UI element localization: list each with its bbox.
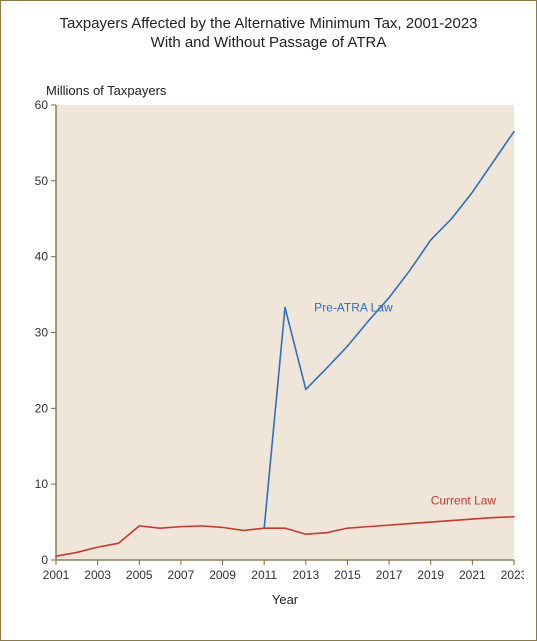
x-tick-label: 2019 <box>417 568 444 582</box>
y-tick-label: 20 <box>35 401 49 415</box>
chart-title: Taxpayers Affected by the Alternative Mi… <box>1 15 536 53</box>
x-tick-label: 2017 <box>376 568 403 582</box>
x-tick-label: 2003 <box>84 568 111 582</box>
x-tick-label: 2009 <box>209 568 236 582</box>
x-tick-label: 2013 <box>292 568 319 582</box>
y-tick-label: 30 <box>35 326 49 340</box>
x-tick-label: 2001 <box>43 568 70 582</box>
x-tick-label: 2015 <box>334 568 361 582</box>
chart-frame: Taxpayers Affected by the Alternative Mi… <box>0 0 537 641</box>
x-tick-label: 2005 <box>126 568 153 582</box>
y-axis-title: Millions of Taxpayers <box>46 83 167 98</box>
y-tick-label: 50 <box>35 174 49 188</box>
y-tick-label: 60 <box>35 98 49 112</box>
plot-area: 0 10 20 30 40 50 60 2001 2003 2005 2007 2009 2011 201… <box>19 75 526 622</box>
x-tick-label: 2023 <box>501 568 524 582</box>
chart-title-line1: Taxpayers Affected by the Alternative Mi… <box>59 15 477 32</box>
y-tick-label: 10 <box>35 477 49 491</box>
series-current-law-label: Current Law <box>431 494 497 508</box>
chart-title-line2: With and Without Passage of ATRA <box>151 34 387 51</box>
x-axis-label: Year <box>272 592 299 607</box>
x-tick-label: 2007 <box>168 568 195 582</box>
plot-background <box>56 105 514 560</box>
x-tick-label: 2011 <box>251 568 277 582</box>
chart-svg: 0 10 20 30 40 50 60 2001 2003 2005 2007 2009 2011 201… <box>19 75 524 615</box>
y-tick-label: 0 <box>41 553 48 567</box>
series-pre-atra-label: Pre-ATRA Law <box>314 300 393 314</box>
y-tick-label: 40 <box>35 250 49 264</box>
x-tick-label: 2021 <box>459 568 486 582</box>
